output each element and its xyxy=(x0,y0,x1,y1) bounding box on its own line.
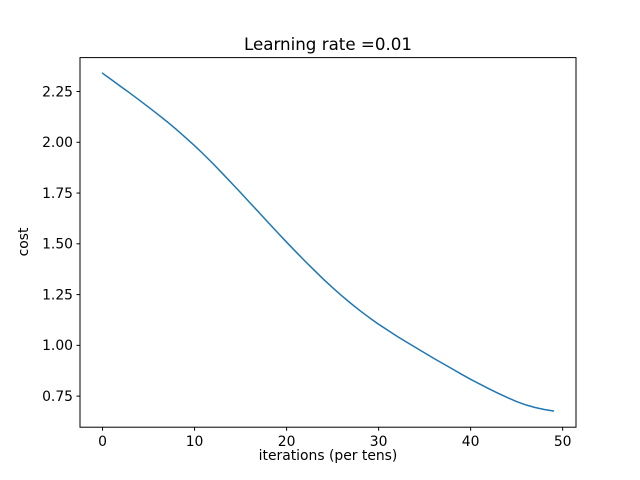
x-tick-label: 30 xyxy=(370,434,388,450)
x-axis-label: iterations (per tens) xyxy=(258,448,398,464)
y-tick-label: 1.75 xyxy=(42,186,73,202)
y-tick-label: 1.25 xyxy=(42,287,73,303)
chart-title: Learning rate =0.01 xyxy=(243,34,413,54)
y-tick-label: 1.50 xyxy=(42,237,73,253)
y-tick-label: 1.00 xyxy=(42,338,73,354)
plot-spines xyxy=(79,57,577,428)
y-tick-label: 2.00 xyxy=(42,135,73,151)
y-tick-label: 0.75 xyxy=(42,389,73,405)
y-tick-label: 2.25 xyxy=(42,84,73,100)
x-tick-label: 40 xyxy=(462,434,480,450)
cost-curve xyxy=(101,72,555,412)
x-tick-label: 0 xyxy=(98,434,107,450)
x-tick-label: 50 xyxy=(554,434,572,450)
x-tick-label: 10 xyxy=(186,434,204,450)
x-tick-label: 20 xyxy=(278,434,296,450)
